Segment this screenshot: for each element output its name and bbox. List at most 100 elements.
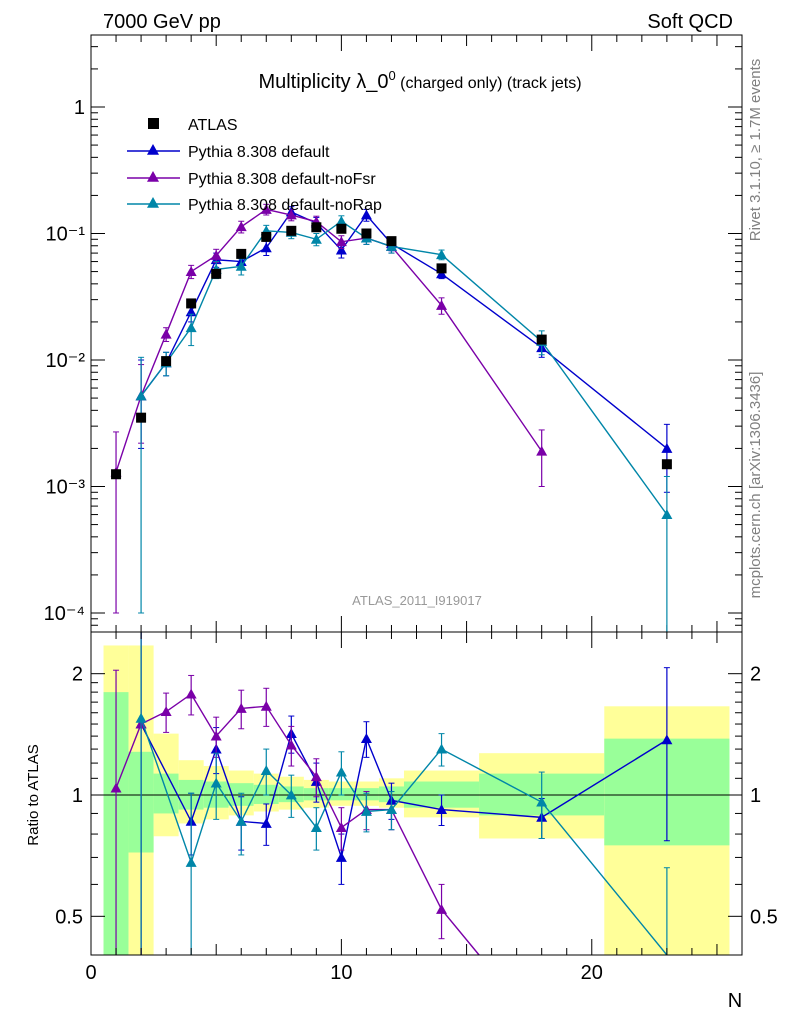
- ratio-data-point: [360, 806, 372, 816]
- legend-label: ATLAS: [188, 117, 238, 134]
- atlas-data-point: [161, 356, 172, 367]
- ratio-band-inner: [153, 773, 179, 814]
- x-tick-label: 0: [85, 962, 96, 984]
- ratio-data-point: [385, 804, 397, 814]
- ratio-y-tick-label-right: 1: [750, 785, 761, 807]
- main-data-point: [160, 328, 172, 339]
- atlas-data-point: [311, 222, 322, 233]
- ratio-data-point: [185, 688, 197, 699]
- main-data-point: [310, 233, 322, 244]
- main-data-point: [536, 445, 548, 456]
- main-data-point: [335, 215, 347, 226]
- atlas-data-point: [386, 236, 397, 247]
- ratio-data-point: [210, 777, 222, 788]
- legend-label: Pythia 8.308 default-noFsr: [188, 171, 376, 188]
- y-tick-label: 10⁻³: [46, 477, 86, 499]
- main-data-point: [661, 442, 673, 453]
- ratio-y-tick-label-right: 2: [750, 664, 761, 686]
- atlas-data-point: [136, 412, 147, 423]
- main-data-point: [210, 250, 222, 260]
- main-series-line: [115, 208, 543, 473]
- ratio-data-point: [160, 706, 172, 717]
- atlas-data-point: [361, 228, 372, 239]
- ratio-data-point: [185, 856, 197, 867]
- ratio-data-point: [110, 782, 122, 793]
- ratio-data-point: [436, 743, 448, 754]
- main-data-point: [335, 236, 347, 247]
- legend-marker: [147, 144, 159, 155]
- ratio-y-axis-label: Ratio to ATLAS: [25, 744, 42, 845]
- legend-marker: [147, 197, 159, 208]
- main-series-line: [140, 220, 668, 515]
- ratio-data-point: [260, 817, 272, 828]
- ratio-y-tick-label: 2: [72, 664, 83, 686]
- x-tick-label: 20: [581, 962, 603, 984]
- main-data-point: [135, 390, 147, 401]
- atlas-data-point: [236, 248, 247, 259]
- ratio-data-point: [260, 700, 272, 711]
- ratio-y-tick-label-right: 0.5: [750, 906, 778, 928]
- ratio-data-point: [335, 851, 347, 862]
- legend-label: Pythia 8.308 default: [188, 144, 330, 161]
- source-label: mcplots.cern.ch [arXiv:1306.3436]: [747, 372, 764, 599]
- ratio-panel: 0.5 0.51 12 20 10 20 Ratio to ATLAS N: [25, 631, 778, 1012]
- y-tick-label: 10⁻²: [46, 350, 86, 372]
- ratio-data-point: [310, 771, 322, 782]
- y-tick-label: 10⁻⁴: [44, 603, 85, 625]
- atlas-data-point: [661, 459, 672, 470]
- ratio-data-point: [235, 702, 247, 713]
- analysis-id-label: ATLAS_2011_I919017: [352, 593, 482, 608]
- chart-title: Multiplicity λ_00 (charged only) (track …: [258, 68, 581, 93]
- main-data-point: [185, 322, 197, 333]
- main-data-point: [260, 242, 272, 253]
- ratio-data-point: [285, 789, 297, 800]
- ratio-data-point: [661, 734, 673, 745]
- main-panel: 10⁻⁴ 10⁻³ 10⁻² 10⁻¹ 1 Multiplicity λ_00 (cha…: [44, 34, 743, 633]
- legend-marker-atlas: [148, 118, 159, 129]
- ratio-frame: [90, 631, 743, 956]
- ratio-data-point: [335, 766, 347, 777]
- main-series-line: [140, 211, 668, 449]
- atlas-data-point: [436, 263, 447, 274]
- ratio-uncertainty-bands: [103, 645, 730, 955]
- ratio-axis-ticks: 0.5 0.51 12 20 10 20: [55, 632, 778, 984]
- ratio-data-point: [436, 903, 448, 914]
- ratio-data-point: [260, 765, 272, 775]
- ratio-series-layer: [110, 631, 673, 956]
- main-data-point: [185, 266, 197, 276]
- atlas-data-point: [536, 334, 547, 345]
- legend: ATLAS Pythia 8.308 default Pythia 8.308 de…: [127, 117, 382, 214]
- header-left: 7000 GeV pp: [103, 11, 221, 33]
- x-tick-label: 10: [330, 962, 352, 984]
- ratio-data-point: [436, 804, 448, 814]
- ratio-data-point: [335, 822, 347, 833]
- legend-marker: [147, 171, 159, 182]
- ratio-y-tick-label: 1: [72, 785, 83, 807]
- x-axis-label: N: [728, 990, 742, 1012]
- main-data-point: [360, 209, 372, 220]
- main-data-point: [436, 249, 448, 260]
- main-axis-ticks: 10⁻⁴ 10⁻³ 10⁻² 10⁻¹ 1: [44, 35, 743, 632]
- y-tick-label: 1: [74, 97, 85, 119]
- ratio-y-tick-label: 0.5: [55, 906, 83, 928]
- atlas-data-point: [336, 223, 347, 234]
- main-data-point: [260, 203, 272, 214]
- main-data-point: [235, 221, 247, 232]
- ratio-data-point: [310, 822, 322, 833]
- atlas-data-point: [261, 231, 272, 242]
- main-series-layer: [110, 203, 673, 633]
- ratio-data-point: [135, 712, 147, 723]
- rivet-version-label: Rivet 3.1.10, ≥ 1.7M events: [747, 59, 764, 242]
- ratio-data-point: [285, 739, 297, 750]
- ratio-data-point: [235, 815, 247, 826]
- ratio-data-point: [360, 733, 372, 744]
- atlas-data-point: [186, 298, 197, 309]
- main-data-point: [436, 299, 448, 310]
- atlas-data-point: [111, 469, 122, 480]
- atlas-data-point: [211, 268, 222, 279]
- ratio-data-point: [536, 796, 548, 807]
- header-right: Soft QCD: [647, 11, 733, 33]
- ratio-data-point: [210, 730, 222, 741]
- main-data-point: [335, 244, 347, 255]
